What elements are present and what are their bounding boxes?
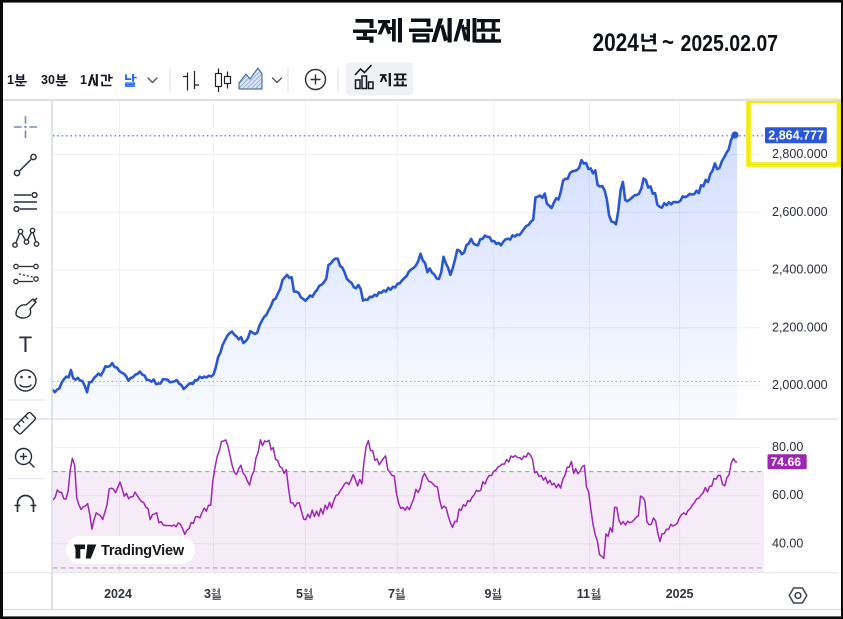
svg-text:2024: 2024: [593, 28, 640, 56]
svg-text:2,400.000: 2,400.000: [772, 263, 828, 277]
svg-text:80.00: 80.00: [772, 440, 803, 454]
svg-text:7: 7: [388, 587, 395, 601]
svg-text:2,800.000: 2,800.000: [772, 147, 828, 161]
svg-text:74.66: 74.66: [771, 455, 802, 469]
svg-text:T: T: [19, 332, 32, 357]
svg-text:1: 1: [80, 73, 87, 87]
svg-text:40.00: 40.00: [772, 536, 803, 550]
svg-text:2024: 2024: [104, 587, 132, 601]
svg-text:1: 1: [7, 73, 14, 87]
svg-text:TradingView: TradingView: [101, 543, 185, 559]
svg-text:5: 5: [296, 587, 303, 601]
svg-text:2,200.000: 2,200.000: [772, 320, 828, 334]
svg-text:3: 3: [204, 587, 211, 601]
svg-text:~: ~: [662, 28, 674, 55]
svg-text:2,864.777: 2,864.777: [768, 129, 824, 143]
svg-text:60.00: 60.00: [772, 488, 803, 502]
svg-text:2025: 2025: [666, 587, 694, 601]
svg-text:9: 9: [485, 587, 492, 601]
svg-text:30: 30: [41, 73, 55, 87]
svg-text:2025.02.07: 2025.02.07: [681, 30, 778, 56]
svg-text:11: 11: [577, 587, 590, 601]
svg-text:2,600.000: 2,600.000: [772, 205, 828, 219]
svg-text:2,000.000: 2,000.000: [772, 378, 828, 392]
